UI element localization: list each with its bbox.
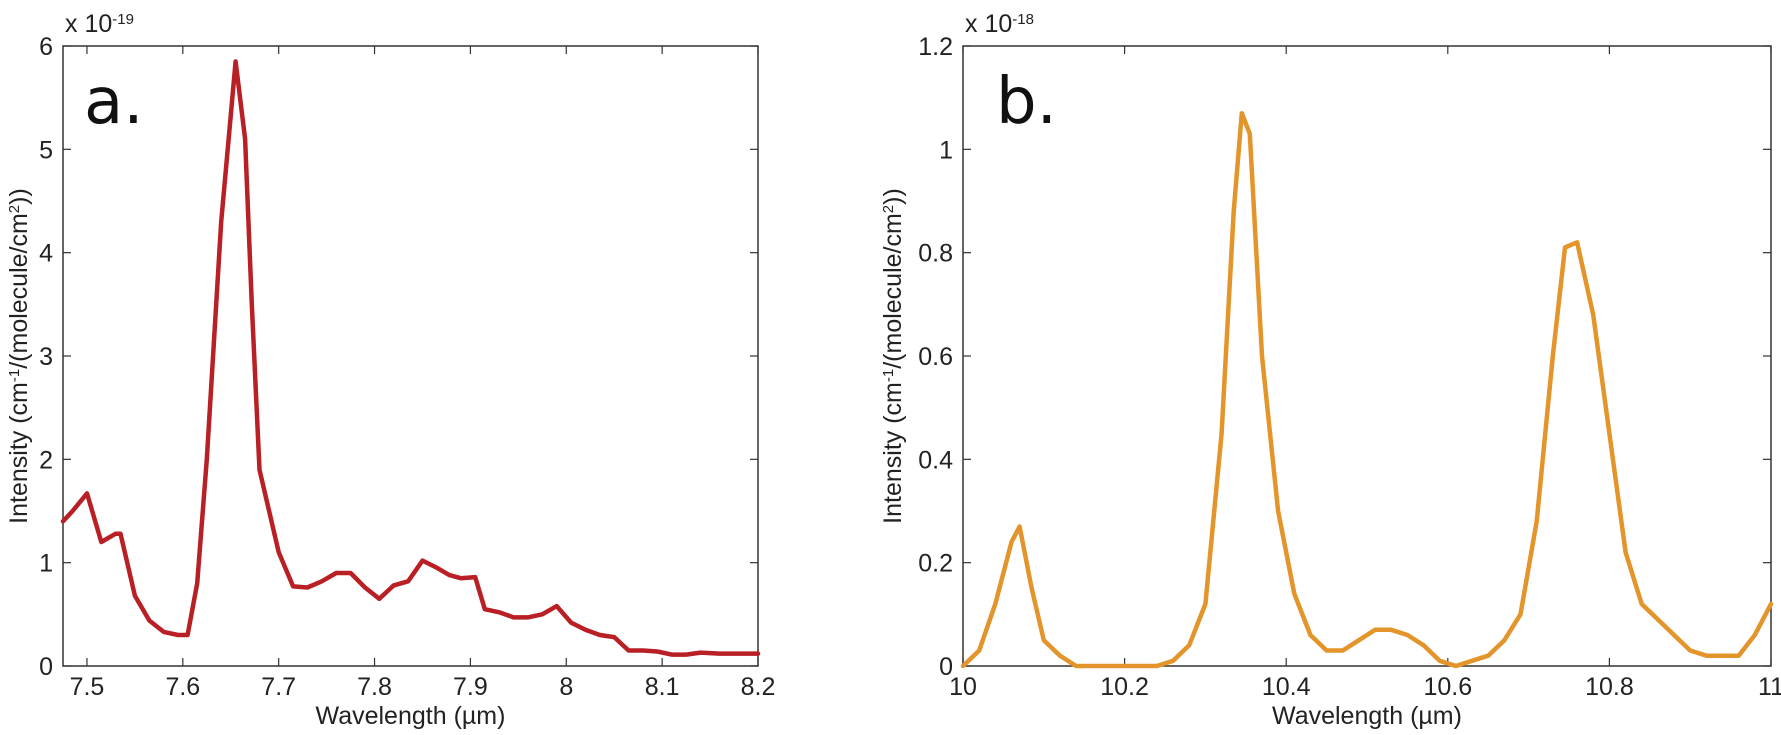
y-axis-label: Intensity (cm-1/(molecule/cm2)) [879, 188, 907, 524]
x-tick-label: 10 [949, 673, 977, 701]
y-tick-label: 0.6 [918, 343, 953, 371]
x-axis-label: Wavelength (µm) [1272, 702, 1462, 730]
x-tick-label: 7.5 [70, 673, 105, 701]
y-tick-label: 0.2 [918, 550, 953, 578]
x-tick-label: 10.8 [1585, 673, 1634, 701]
y-tick-label: 1 [39, 550, 53, 578]
x-tick-label: 8 [559, 673, 573, 701]
x-tick-label: 11 [1758, 673, 1781, 701]
series-line [960, 110, 1774, 669]
y-tick-label: 5 [39, 136, 53, 164]
x-tick-label: 10.6 [1423, 673, 1472, 701]
plot-frame [62, 45, 759, 667]
y-tick-label: 0.8 [918, 240, 953, 268]
y-tick-label: 3 [39, 343, 53, 371]
chart-panel-a: 7.5 7.6 7.7 7.8 7.9 8 8.1 8.2 0 1 2 3 4 5 6 Wavelength … [5, 10, 775, 730]
x-tick-label: 10.2 [1100, 673, 1149, 701]
x-tick-label: 7.6 [165, 673, 200, 701]
y-tick-label: 0 [39, 653, 53, 681]
plot-frame [962, 45, 1772, 667]
x-tick-label: 7.9 [453, 673, 488, 701]
x-tick-label: 10.4 [1262, 673, 1311, 701]
y-axis-label: Intensity (cm-1/(molecule/cm2)) [5, 188, 33, 524]
chart-panel-b: 10 10.2 10.4 10.6 10.8 11 0 0.2 0.4 0.6 0.8 1 1.2 Wav… [879, 10, 1781, 730]
panel-label: b. [996, 65, 1057, 139]
y-tick-label: 2 [39, 446, 53, 474]
y-multiplier: x 10-18 [965, 10, 1034, 38]
y-tick-label: 1 [939, 136, 953, 164]
y-tick-label: 0 [939, 653, 953, 681]
x-tick-label: 7.8 [357, 673, 392, 701]
y-tick-label: 1.2 [918, 33, 953, 61]
x-tick-label: 8.1 [645, 673, 680, 701]
y-tick-label: 4 [39, 240, 53, 268]
x-tick-label: 7.7 [261, 673, 296, 701]
y-tick-label: 6 [39, 33, 53, 61]
y-multiplier: x 10-19 [65, 10, 134, 38]
x-axis-label: Wavelength (µm) [316, 702, 506, 730]
series-line [60, 59, 761, 657]
y-tick-label: 0.4 [918, 446, 953, 474]
panel-label: a. [84, 65, 144, 139]
x-tick-label: 8.2 [741, 673, 776, 701]
